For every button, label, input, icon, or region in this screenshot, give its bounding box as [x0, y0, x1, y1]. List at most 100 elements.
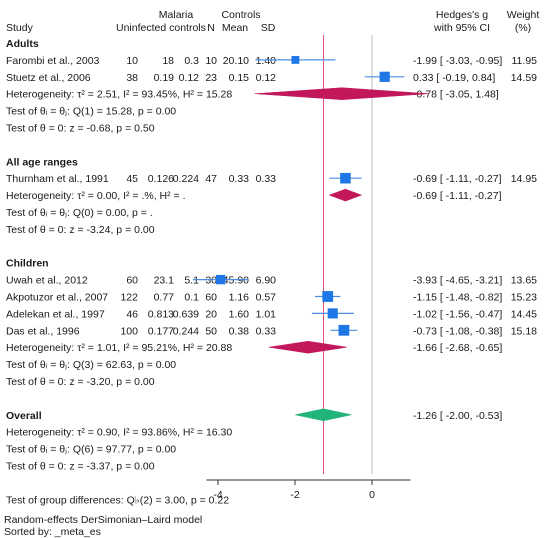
subgroup-pooled-diamond: [268, 340, 348, 354]
malaria-mean: 23.1: [154, 275, 175, 287]
study-name: Uwah et al., 2012: [6, 275, 88, 287]
control-sd: 0.57: [256, 292, 277, 304]
overall-pooled-diamond: [294, 408, 352, 422]
control-sd: 6.90: [256, 275, 277, 287]
header-uninfected-controls: Uninfected controls: [116, 22, 206, 34]
forest-marks: [192, 55, 429, 422]
study-name: Thurnham et al., 1991: [6, 173, 109, 185]
malaria-mean: 0.19: [154, 72, 175, 84]
control-n: 20: [205, 308, 217, 320]
study-name: Farombi et al., 2003: [6, 55, 100, 67]
heterogeneity-text: Heterogeneity: τ² = 0.00, I² = .%, H² = …: [6, 190, 186, 202]
study-effect-marker: [379, 71, 390, 82]
subgroup-effect-ci: -0.69 [ -1.11, -0.27]: [413, 190, 502, 202]
overall-effect-test-text: Test of θ = 0: z = -3.37, p = 0.00: [6, 461, 155, 473]
heterogeneity-text: Heterogeneity: τ² = 1.01, I² = 95.21%, H…: [6, 342, 232, 354]
x-tick-label: 0: [369, 489, 375, 501]
model-note: Random-effects DerSimonian–Laird model: [4, 514, 202, 526]
subgroup-title: All age ranges: [6, 156, 78, 168]
study-effect-marker: [327, 308, 338, 319]
column-header: Malaria Controls Study Uninfected contro…: [6, 9, 539, 34]
control-sd: 1.40: [256, 55, 277, 67]
study-weight: 15.23: [511, 292, 537, 304]
study-effect-marker: [291, 55, 300, 64]
study-weight: 14.59: [511, 72, 537, 84]
study-effect-ci: 0.33 [ -0.19, 0.84]: [413, 72, 495, 84]
header-study: Study: [6, 22, 34, 34]
malaria-sd: 0.3: [184, 55, 199, 67]
overall-title: Overall: [6, 410, 42, 422]
study-effect-marker: [340, 172, 351, 184]
study-weight: 14.95: [511, 173, 537, 185]
malaria-mean: 0.813: [148, 308, 174, 320]
study-effect-ci: -0.73 [ -1.08, -0.38]: [413, 325, 502, 337]
control-n: 30: [205, 275, 217, 287]
control-sd: 0.12: [256, 72, 277, 84]
control-n: 60: [205, 292, 217, 304]
effect-test-text: Test of θ = 0: z = -3.20, p = 0.00: [6, 376, 155, 388]
malaria-sd: 0.224: [173, 173, 199, 185]
forest-rows: Adults Farombi et al., 2003 10 18 0.3 10 20.10…: [6, 38, 537, 506]
malaria-n: 100: [120, 325, 138, 337]
study-name: Stuetz et al., 2006: [6, 72, 91, 84]
header-weight-unit: (%): [515, 22, 531, 34]
study-name: Adelekan et al., 1997: [6, 308, 105, 320]
header-effect-ci: with 95% CI: [433, 22, 490, 34]
homogeneity-test-text: Test of θᵢ = θⱼ: Q(1) = 15.28, p = 0.00: [6, 106, 176, 118]
control-mean: 1.16: [229, 292, 250, 304]
study-weight: 13.65: [511, 275, 537, 287]
overall-homogeneity-test-text: Test of θᵢ = θⱼ: Q(6) = 97.77, p = 0.00: [6, 444, 176, 456]
malaria-mean: 0.77: [154, 292, 175, 304]
homogeneity-test-text: Test of θᵢ = θⱼ: Q(3) = 62.63, p = 0.00: [6, 359, 176, 371]
study-effect-ci: -1.99 [ -3.03, -0.95]: [413, 55, 502, 67]
control-mean: 20.10: [223, 55, 249, 67]
header-sd: SD: [261, 22, 276, 34]
study-effect-ci: -0.69 [ -1.11, -0.27]: [413, 173, 502, 185]
malaria-sd: 0.12: [179, 72, 200, 84]
study-effect-marker: [216, 274, 226, 285]
control-mean: 45.90: [223, 275, 249, 287]
malaria-n: 38: [126, 72, 138, 84]
control-mean: 0.38: [229, 325, 250, 337]
subgroup-title: Adults: [6, 38, 39, 50]
overall-heterogeneity-text: Heterogeneity: τ² = 0.90, I² = 93.86%, H…: [6, 427, 232, 439]
study-effect-ci: -1.02 [ -1.56, -0.47]: [413, 308, 502, 320]
study-weight: 15.18: [511, 325, 537, 337]
overall-effect-ci: -1.26 [ -2.00, -0.53]: [413, 410, 502, 422]
header-n: N: [207, 22, 215, 34]
subgroup-pooled-diamond: [254, 87, 429, 100]
x-tick-label: -2: [290, 489, 299, 501]
control-n: 23: [205, 72, 217, 84]
control-sd: 0.33: [256, 173, 277, 185]
control-n: 47: [205, 173, 217, 185]
malaria-mean: 0.126: [148, 173, 174, 185]
study-name: Akpotuzor et al., 2007: [6, 292, 108, 304]
control-n: 10: [205, 55, 217, 67]
x-axis: -4 -2 0: [206, 479, 411, 501]
subgroup-pooled-diamond: [328, 188, 363, 202]
header-group-controls: Controls: [221, 9, 260, 21]
malaria-sd: 0.1: [184, 292, 199, 304]
study-weight: 14.45: [511, 308, 537, 320]
header-weight: Weight: [507, 9, 540, 21]
control-sd: 0.33: [256, 325, 277, 337]
malaria-n: 122: [120, 292, 138, 304]
sort-note: Sorted by: _meta_es: [4, 526, 101, 538]
control-mean: 0.15: [229, 72, 250, 84]
subgroup-effect-ci: -1.66 [ -2.68, -0.65]: [413, 342, 502, 354]
subgroup-title: Children: [6, 258, 49, 270]
malaria-sd: 0.244: [173, 325, 199, 337]
subgroup-effect-ci: -0.78 [ -3.05, 1.48]: [413, 89, 499, 101]
malaria-n: 46: [126, 308, 138, 320]
control-n: 50: [205, 325, 217, 337]
malaria-sd: 0.639: [173, 308, 199, 320]
study-effect-ci: -3.93 [ -4.65, -3.21]: [413, 275, 502, 287]
effect-test-text: Test of θ = 0: z = -3.24, p = 0.00: [6, 224, 155, 236]
study-name: Das et al., 1996: [6, 325, 80, 337]
study-effect-ci: -1.15 [ -1.48, -0.82]: [413, 292, 502, 304]
heterogeneity-text: Heterogeneity: τ² = 2.51, I² = 93.45%, H…: [6, 89, 232, 101]
malaria-n: 60: [126, 275, 138, 287]
effect-test-text: Test of θ = 0: z = -0.68, p = 0.50: [6, 123, 155, 135]
study-effect-marker: [322, 291, 334, 302]
